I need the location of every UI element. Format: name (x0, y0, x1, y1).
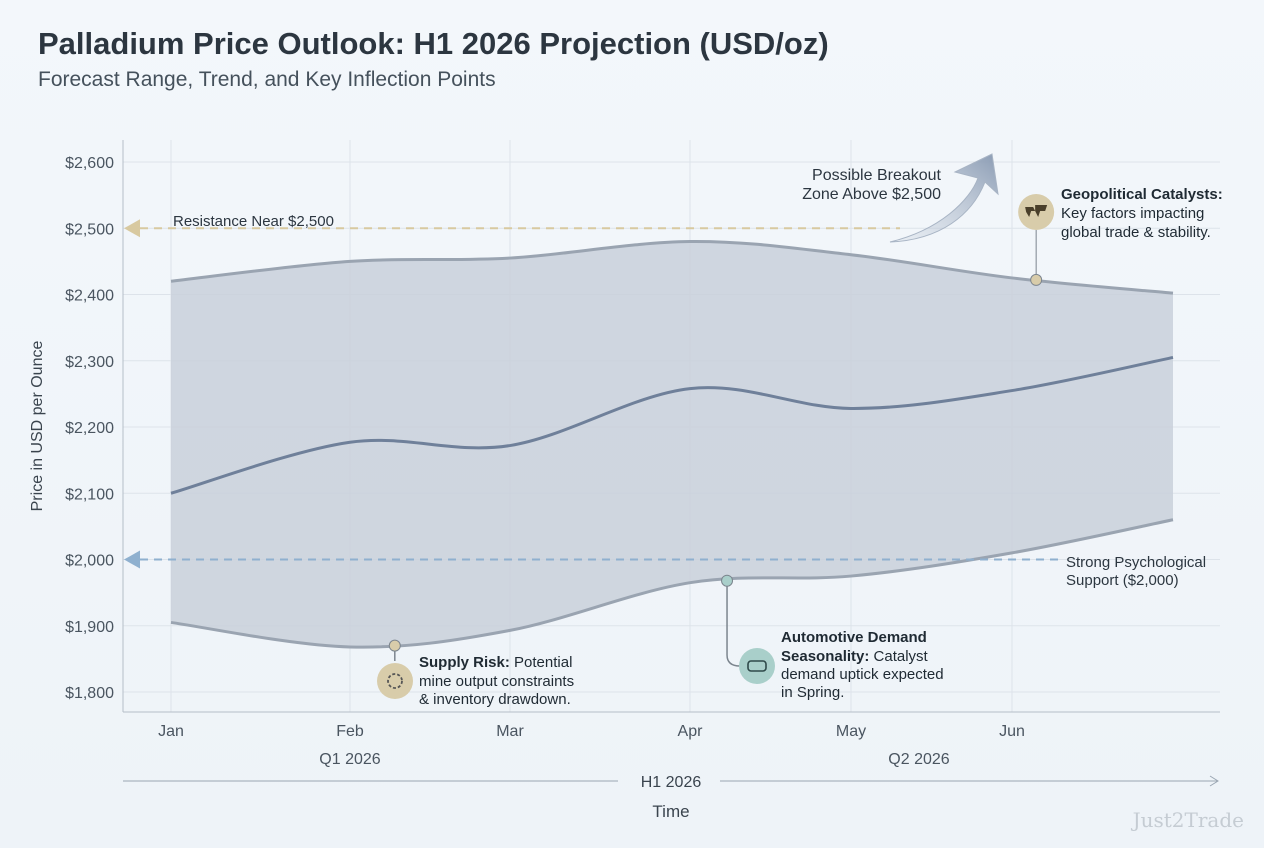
upper-bound-line (170, 239, 1174, 295)
y-tick-label: $2,400 (65, 288, 114, 305)
resistance-arrow-icon (124, 219, 140, 238)
support-label-line: Support ($2,000) (1066, 572, 1179, 589)
watermark: Just2Trade (1132, 808, 1244, 832)
forecast-range-band (171, 241, 1173, 648)
y-tick-label: $2,600 (65, 155, 114, 172)
geopolitical-line: global trade & stability. (1061, 224, 1211, 241)
supply-risk-line: & inventory drawdown. (419, 691, 571, 708)
automotive-line: in Spring. (781, 684, 844, 701)
world-map-glyph (1025, 205, 1048, 217)
quarter-label: Q2 2026 (888, 751, 949, 768)
chart-title: Palladium Price Outlook: H1 2026 Project… (38, 26, 829, 61)
supply-risk-line: Potential (510, 654, 573, 671)
x-tick-label: Mar (496, 723, 524, 740)
x-tick-label: May (836, 723, 866, 740)
period-label: H1 2026 (641, 774, 702, 791)
automotive-line: Catalyst (869, 648, 928, 665)
gear-icon-glyph (387, 673, 403, 689)
x-tick-label: Jan (158, 723, 184, 740)
quarter-label: Q1 2026 (319, 751, 380, 768)
y-tick-label: $1,800 (65, 685, 114, 702)
supply-risk-title: Supply Risk: (419, 654, 510, 671)
geopolitical-line: Key factors impacting (1061, 205, 1204, 222)
x-axis-label: Time (652, 802, 689, 821)
support-label-line: Strong Psychological (1066, 554, 1206, 571)
automotive-text: Seasonality: Catalyst (781, 648, 929, 665)
x-tick-label: Jun (999, 723, 1025, 740)
supply-risk-line: mine output constraints (419, 673, 574, 690)
y-tick-label: $2,500 (65, 221, 114, 238)
period-arrow-right (720, 775, 1219, 787)
trend-line (170, 355, 1174, 495)
breakout-label-line: Zone Above $2,500 (802, 186, 941, 203)
automotive-title: Seasonality: (781, 648, 869, 665)
y-tick-label: $1,900 (65, 619, 114, 636)
supply-risk-text: Supply Risk: Potential (419, 654, 572, 671)
supply-risk-point (388, 639, 401, 652)
resistance-label: Resistance Near $2,500 (173, 213, 334, 230)
car-icon (739, 648, 775, 684)
x-tick-label: Feb (336, 723, 364, 740)
y-tick-label: $2,300 (65, 354, 114, 371)
car-icon-glyph (747, 660, 767, 672)
y-tick-label: $2,200 (65, 420, 114, 437)
y-axis-label: Price in USD per Ounce (29, 341, 46, 512)
lower-bound-line (170, 518, 1174, 649)
automotive-leader (726, 580, 741, 667)
automotive-point (721, 574, 734, 587)
geopolitical-title: Geopolitical Catalysts: (1061, 186, 1223, 203)
chart-subtitle: Forecast Range, Trend, and Key Inflectio… (38, 68, 496, 91)
breakout-label-line: Possible Breakout (812, 167, 942, 184)
x-tick-label: Apr (678, 723, 704, 740)
automotive-title: Automotive Demand (781, 629, 927, 646)
automotive-line: demand uptick expected (781, 666, 944, 683)
gear-icon (377, 663, 413, 699)
arrow-up-right-icon (889, 153, 999, 243)
support-arrow-icon (124, 550, 140, 569)
geopolitical-point (1030, 273, 1043, 286)
y-tick-label: $2,100 (65, 486, 114, 503)
y-tick-label: $2,000 (65, 553, 114, 570)
